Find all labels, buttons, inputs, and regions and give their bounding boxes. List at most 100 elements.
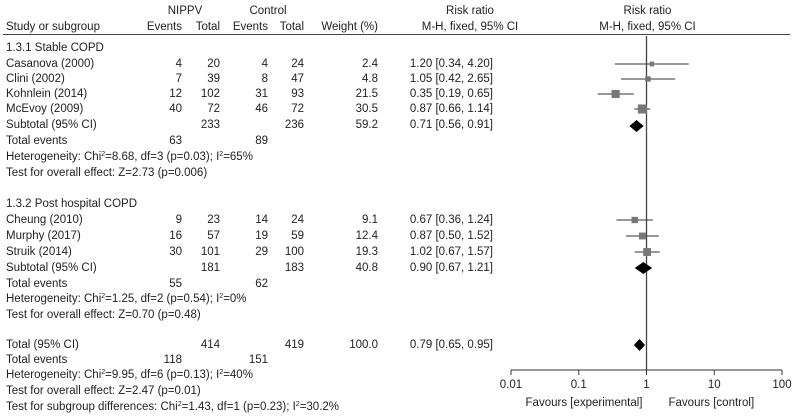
experimental-total: 102 xyxy=(200,88,220,100)
weight-header: Weight (%) xyxy=(321,21,378,33)
control-events: 8 xyxy=(261,73,268,85)
experimental-events: 4 xyxy=(175,58,182,70)
weight-value: 9.1 xyxy=(362,214,378,226)
overall-effect-text: Test for overall effect: Z=2.47 (p=0.01) xyxy=(6,385,201,397)
control-total: 72 xyxy=(291,103,304,115)
control-events: 89 xyxy=(255,135,268,147)
study-name: McEvoy (2009) xyxy=(6,103,84,115)
control-total: 183 xyxy=(284,262,304,274)
control-total: 47 xyxy=(291,73,304,85)
subgroup-title: 1.3.2 Post hospital COPD xyxy=(6,198,138,210)
header-divider xyxy=(3,34,790,35)
overall-effect-text: Test for overall effect: Z=0.70 (p=0.48) xyxy=(6,309,201,321)
experimental-total: 72 xyxy=(207,103,220,115)
rr-ci-value: 1.20 [0.34, 4.20] xyxy=(409,58,493,70)
overall-effect-text: Test for overall effect: Z=2.73 (p=0.006… xyxy=(6,167,208,179)
experimental-events: 63 xyxy=(169,135,182,147)
rr-ci-value: 0.79 [0.65, 0.95] xyxy=(409,339,493,351)
control-total: 100 xyxy=(284,246,304,258)
rr-ci-value: 0.90 [0.67, 1.21] xyxy=(409,262,493,274)
study-column-header: Study or subgroup xyxy=(6,21,100,33)
study-marker xyxy=(643,248,651,256)
study-marker xyxy=(611,89,620,99)
experimental-events: 7 xyxy=(175,73,182,85)
control-events: 151 xyxy=(248,354,268,366)
study-name: Struik (2014) xyxy=(6,246,72,258)
experimental-total: 20 xyxy=(207,58,220,70)
experimental-events: 30 xyxy=(169,246,182,258)
weight-value: 2.4 xyxy=(362,58,378,70)
weight-value: 30.5 xyxy=(355,103,378,115)
weight-value: 12.4 xyxy=(355,230,378,242)
rr-ci-value: 0.87 [0.66, 1.14] xyxy=(409,103,493,115)
control-total: 93 xyxy=(291,88,304,100)
control-total-header: Total xyxy=(279,21,304,33)
study-name: Cheung (2010) xyxy=(6,214,83,226)
rr-method-header: M-H, fixed, 95% CI xyxy=(421,21,519,33)
x-axis-tick-label: 10 xyxy=(708,379,721,391)
total-events-label: Total events xyxy=(6,135,68,147)
experimental-events: 9 xyxy=(175,214,182,226)
rr-ci-value: 0.71 [0.56, 0.91] xyxy=(409,119,493,131)
weight-value: 4.8 xyxy=(362,73,378,85)
experimental-total: 414 xyxy=(200,339,220,351)
weight-value: 100.0 xyxy=(349,339,378,351)
study-name: Kohnlein (2014) xyxy=(6,88,88,100)
plot-title: Risk ratio xyxy=(623,5,672,17)
experimental-total: 23 xyxy=(207,214,220,226)
group-control-label: Control xyxy=(249,5,287,17)
rr-ci-value: 0.67 [0.36, 1.24] xyxy=(409,214,493,226)
experimental-events: 55 xyxy=(169,278,182,290)
weight-value: 40.8 xyxy=(355,262,378,274)
rr-ci-value: 0.87 [0.50, 1.52] xyxy=(409,230,493,242)
weight-value: 21.5 xyxy=(355,88,378,100)
study-name: Murphy (2017) xyxy=(6,230,81,242)
experimental-events-header: Events xyxy=(146,21,182,33)
pooled-diamond xyxy=(634,262,653,274)
control-events: 46 xyxy=(255,103,268,115)
heterogeneity-text: Heterogeneity: Chi2=9.95, df=6 (p=0.13);… xyxy=(6,369,253,381)
rr-ci-value: 1.02 [0.67, 1.57] xyxy=(409,246,493,258)
control-total: 236 xyxy=(284,119,304,131)
x-axis-tick-label: 0.1 xyxy=(571,379,587,391)
control-events: 62 xyxy=(255,278,268,290)
total-events-label: Total events xyxy=(6,354,68,366)
heterogeneity-text: Heterogeneity: Chi2=1.25, df=2 (p=0.54);… xyxy=(6,293,247,305)
study-marker xyxy=(637,104,647,114)
subgroup-differences-text: Test for subgroup differences: Chi2=1.43… xyxy=(6,401,340,413)
experimental-total: 233 xyxy=(200,119,220,131)
experimental-total: 181 xyxy=(200,262,220,274)
favours-control-label: Favours [control] xyxy=(669,397,755,409)
study-marker xyxy=(631,216,638,224)
study-marker xyxy=(649,61,655,67)
study-name: Clini (2002) xyxy=(6,73,65,85)
experimental-events: 118 xyxy=(163,354,182,366)
x-axis-tick-label: 0.01 xyxy=(500,379,522,391)
study-marker xyxy=(645,76,651,82)
pooled-diamond xyxy=(629,120,644,132)
control-total: 24 xyxy=(291,58,304,70)
control-total: 59 xyxy=(291,230,304,242)
favours-experimental-label: Favours [experimental] xyxy=(526,397,643,409)
control-events: 29 xyxy=(255,246,268,258)
rr-column-title: Risk ratio xyxy=(446,5,494,17)
x-axis-tick-label: 1 xyxy=(643,379,649,391)
experimental-events: 12 xyxy=(169,88,182,100)
experimental-total: 57 xyxy=(207,230,220,242)
pooled-diamond xyxy=(633,339,645,351)
subgroup-title: 1.3.1 Stable COPD xyxy=(6,42,104,54)
study-marker xyxy=(638,232,646,240)
subtotal-label: Subtotal (95% CI) xyxy=(6,119,97,131)
control-events: 19 xyxy=(255,230,268,242)
control-events: 31 xyxy=(255,88,268,100)
subtotal-label: Subtotal (95% CI) xyxy=(6,262,97,274)
control-events: 14 xyxy=(255,214,268,226)
heterogeneity-text: Heterogeneity: Chi2=8.68, df=3 (p=0.03);… xyxy=(6,151,253,163)
plot-method-header: M-H, fixed, 95% CI xyxy=(599,21,696,33)
control-events: 4 xyxy=(261,58,268,70)
control-total: 24 xyxy=(291,214,304,226)
experimental-total: 39 xyxy=(207,73,220,85)
weight-value: 19.3 xyxy=(355,246,378,258)
control-total: 419 xyxy=(284,339,304,351)
